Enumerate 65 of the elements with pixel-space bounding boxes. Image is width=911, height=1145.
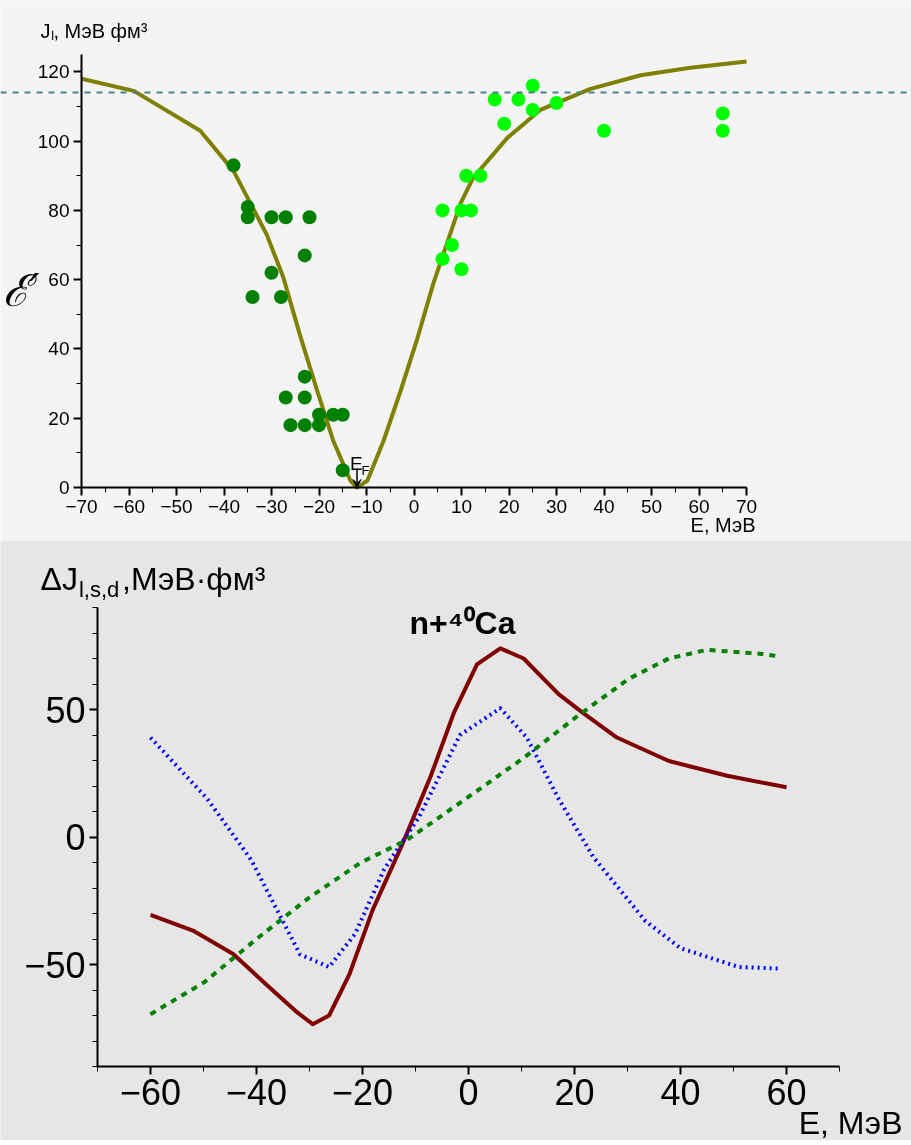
point bbox=[435, 251, 450, 266]
point bbox=[445, 238, 459, 253]
point bbox=[473, 168, 488, 183]
y-tick-label: 60 bbox=[48, 269, 70, 291]
point bbox=[525, 102, 540, 117]
point bbox=[297, 369, 312, 384]
x-tick-label: −40 bbox=[225, 1071, 288, 1113]
point bbox=[226, 158, 241, 173]
point bbox=[297, 248, 312, 263]
x-tick-label: 20 bbox=[498, 495, 520, 517]
point bbox=[245, 289, 260, 304]
y-axis-title: ℰ′ bbox=[2, 265, 40, 316]
chart-title: Jₗ, МэВ фм³ bbox=[40, 19, 148, 42]
chart-title: n+⁴⁰Ca bbox=[409, 604, 516, 641]
x-tick-label: −20 bbox=[302, 495, 336, 517]
y-tick-label: 120 bbox=[37, 61, 70, 83]
point bbox=[487, 92, 502, 107]
x-tick-label: 0 bbox=[408, 495, 420, 517]
point bbox=[240, 210, 255, 225]
point bbox=[715, 106, 730, 121]
point bbox=[464, 203, 478, 218]
x-tick-label: 20 bbox=[554, 1071, 595, 1113]
x-tick-label: 40 bbox=[593, 495, 615, 517]
y-tick-label: 0 bbox=[58, 477, 70, 498]
y-tick-label: 0 bbox=[65, 817, 86, 858]
point bbox=[297, 390, 312, 405]
point bbox=[264, 210, 279, 225]
x-tick-label: 0 bbox=[458, 1071, 479, 1113]
point bbox=[278, 390, 293, 405]
point bbox=[274, 289, 288, 304]
y-tick-label: 100 bbox=[37, 130, 70, 152]
x-tick-label: −20 bbox=[331, 1071, 394, 1113]
x-tick-label: −10 bbox=[350, 495, 383, 517]
point bbox=[335, 463, 350, 478]
point bbox=[278, 210, 293, 225]
point bbox=[459, 168, 474, 183]
y-tick-label: −50 bbox=[24, 944, 86, 986]
x-tick-label: −30 bbox=[255, 495, 288, 517]
x-tick-label: 10 bbox=[450, 495, 473, 517]
y-tick-label: 50 bbox=[45, 689, 86, 731]
point bbox=[302, 210, 317, 225]
point bbox=[597, 123, 611, 138]
y-tick-label: 40 bbox=[48, 338, 70, 360]
x-tick-label: −50 bbox=[160, 495, 193, 517]
x-tick-label: 40 bbox=[660, 1071, 701, 1113]
x-tick-label: −60 bbox=[119, 1071, 182, 1113]
y-tick-label: 20 bbox=[48, 407, 70, 429]
x-tick-label: −70 bbox=[65, 495, 98, 517]
x-tick-label: −60 bbox=[112, 495, 146, 517]
point bbox=[297, 418, 312, 433]
x-tick-label: 50 bbox=[640, 495, 663, 517]
point bbox=[335, 407, 350, 422]
point bbox=[525, 78, 540, 93]
point bbox=[715, 123, 730, 138]
point bbox=[264, 265, 279, 280]
point bbox=[283, 418, 298, 433]
point bbox=[511, 92, 526, 107]
x-tick-label: 30 bbox=[545, 495, 568, 517]
point bbox=[435, 203, 450, 218]
x-tick-label: −40 bbox=[207, 495, 241, 517]
point bbox=[497, 116, 512, 131]
y-tick-label: 80 bbox=[48, 199, 70, 221]
point bbox=[454, 262, 469, 277]
point bbox=[549, 96, 564, 110]
point bbox=[312, 407, 326, 422]
